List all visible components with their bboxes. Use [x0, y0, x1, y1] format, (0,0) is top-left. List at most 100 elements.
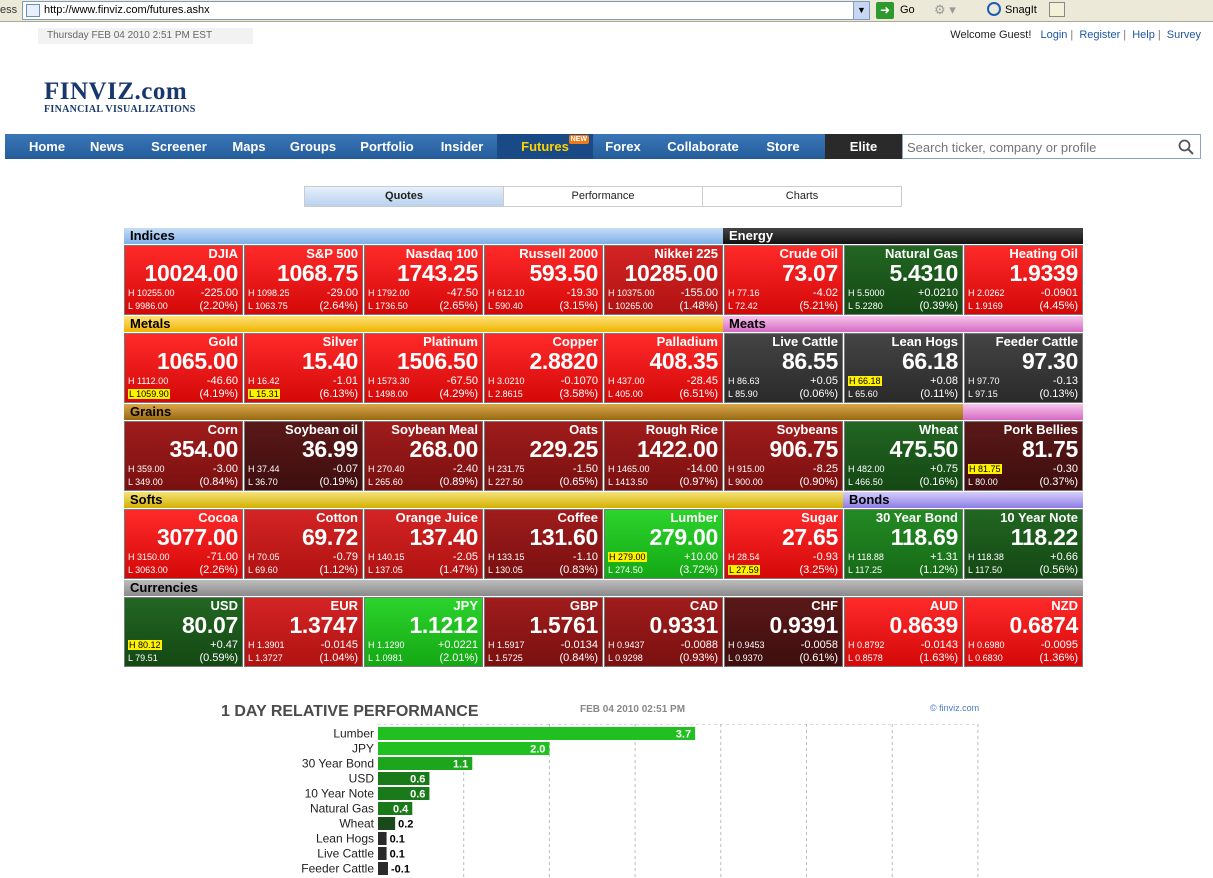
- search-icon[interactable]: [1178, 139, 1194, 155]
- tile-platinum[interactable]: Platinum 1506.50 H 1573.30 L 1498.00 -67.50(…: [364, 333, 483, 403]
- nav-screener[interactable]: Screener: [151, 139, 207, 154]
- snagit-capture-icon[interactable]: [1049, 2, 1065, 17]
- tile-palladium[interactable]: Palladium 408.35 H 437.00 L 405.00 -28.45 (6.…: [604, 333, 723, 403]
- tile-djia[interactable]: DJIA 10024.00 H 10255.00 L 9986.00 -225.00 (2…: [124, 245, 243, 315]
- tile-natural-gas[interactable]: Natural Gas 5.4310 H 5.5000 L 5.2280 +0.0210…: [844, 245, 963, 315]
- tile-cocoa[interactable]: Cocoa 3077.00 H 3150.00 L 3063.00 -71.00 (2.2…: [124, 509, 243, 579]
- nav-insider[interactable]: Insider: [440, 139, 484, 154]
- tile-change: -0.0145: [320, 639, 358, 651]
- tile-high: H 0.9437: [608, 640, 645, 650]
- tile-high: H 28.54: [728, 552, 760, 562]
- tile-chf[interactable]: CHF 0.9391 H 0.9453 L 0.9370 -0.0058 (0.61%): [724, 597, 843, 667]
- tile-high-value: H 5.5000: [848, 288, 885, 298]
- tile-high-value: H 1.3901: [248, 640, 285, 650]
- nav-store[interactable]: Store: [766, 139, 800, 154]
- nav-elite[interactable]: Elite: [825, 134, 902, 159]
- tile-low-value: L 97.15: [968, 389, 998, 399]
- tile-wheat[interactable]: Wheat 475.50 H 482.00 L 466.50 +0.75 (0.16%): [844, 421, 963, 491]
- tile-low: L 405.00: [608, 389, 643, 399]
- tile-russell-2000[interactable]: Russell 2000 593.50 H 612.10 L 590.40 -19.30…: [484, 245, 603, 315]
- snagit-button[interactable]: SnagIt: [987, 2, 1037, 16]
- tile-feeder-cattle[interactable]: Feeder Cattle 97.30 H 97.70 L 97.15 -0.13 (0.…: [964, 333, 1083, 403]
- tile-jpy[interactable]: JPY 1.1212 H 1.1290 L 1.0981 +0.0221 (2.01%): [364, 597, 483, 667]
- tile-sugar[interactable]: Sugar 27.65 H 28.54 L 27.59 -0.93 (3.25%): [724, 509, 843, 579]
- sector-header-bonds: Bonds: [843, 492, 1083, 508]
- tile-percent: (1.04%): [319, 652, 358, 664]
- login-link[interactable]: Login: [1040, 29, 1068, 41]
- tile-high-value: H 1.1290: [368, 640, 405, 650]
- tile-low: L 900.00: [728, 477, 763, 487]
- tile-coffee[interactable]: Coffee 131.60 H 133.15 L 130.05 -1.10 (0.83%): [484, 509, 603, 579]
- tile-live-cattle[interactable]: Live Cattle 86.55 H 86.63 L 85.90 +0.05 (0.06…: [724, 333, 843, 403]
- tile-name: USD: [210, 598, 238, 613]
- tile-high-value: H 80.12: [128, 640, 162, 650]
- search-input[interactable]: [907, 139, 1167, 155]
- tile-name: EUR: [330, 598, 358, 613]
- tile-nasdaq-100[interactable]: Nasdaq 100 1743.25 H 1792.00 L 1736.50 -47.5…: [364, 245, 483, 315]
- chart-brand[interactable]: © finviz.com: [930, 703, 980, 713]
- tile-percent: (0.89%): [439, 476, 478, 488]
- tile-low: L 3063.00: [128, 565, 168, 575]
- chevron-down-icon[interactable]: ▼: [853, 2, 869, 19]
- survey-link[interactable]: Survey: [1166, 29, 1201, 41]
- tile-high-value: H 482.00: [848, 464, 885, 474]
- toolbar-settings-icon[interactable]: ⚙ ▾: [934, 2, 956, 17]
- tile-low-value: L 117.25: [848, 565, 883, 575]
- tile-name: Lean Hogs: [891, 334, 958, 349]
- nav-futures-label: Futures: [521, 139, 569, 154]
- tile-heating-oil[interactable]: Heating Oil 1.9339 H 2.0262 L 1.9169 -0.0901…: [964, 245, 1083, 315]
- nav-portfolio[interactable]: Portfolio: [360, 139, 414, 154]
- tile-crude-oil[interactable]: Crude Oil 73.07 H 77.16 L 72.42 -4.02 (5.21%): [724, 245, 843, 315]
- help-link[interactable]: Help: [1132, 29, 1155, 41]
- tile-low: L 0.9298: [608, 653, 643, 663]
- tile-cad[interactable]: CAD 0.9331 H 0.9437 L 0.9298 -0.0088 (0.93%): [604, 597, 723, 667]
- tile-soybean-oil[interactable]: Soybean oil 36.99 H 37.44 L 36.70 -0.07 (0.19…: [244, 421, 363, 491]
- nav-futures[interactable]: Futures NEW: [497, 134, 593, 159]
- tile-high: H 10375.00: [608, 288, 655, 298]
- tile-pork-bellies[interactable]: Pork Bellies 81.75 H 81.75 L 80.00 -0.30 (0.3…: [964, 421, 1083, 491]
- tile-copper[interactable]: Copper 2.8820 H 3.0210 L 2.8615 -0.1070 (3.58…: [484, 333, 603, 403]
- tile-lumber[interactable]: Lumber 279.00 H 279.00 L 274.50 +10.00 (3.72%…: [604, 509, 723, 579]
- tile-soybean-meal[interactable]: Soybean Meal 268.00 H 270.40 L 265.60 -2.40(…: [364, 421, 483, 491]
- tile-gbp[interactable]: GBP 1.5761 H 1.5917 L 1.5725 -0.0134 (0.84%): [484, 597, 603, 667]
- tile-nikkei-225[interactable]: Nikkei 225 10285.00 H 10375.00 L 10265.00 -1…: [604, 245, 723, 315]
- tab-performance[interactable]: Performance: [504, 187, 703, 206]
- tile-rough-rice[interactable]: Rough Rice 1422.00 H 1465.00 L 1413.50 -14.0…: [604, 421, 723, 491]
- tile-low: L 1.0981: [368, 653, 403, 663]
- tile-nzd[interactable]: NZD 0.6874 H 0.6980 L 0.6830 -0.0095 (1.36%): [964, 597, 1083, 667]
- tile-30-year-bond[interactable]: 30 Year Bond 118.69 H 118.88 L 117.25 +1.31(…: [844, 509, 963, 579]
- search-box[interactable]: [902, 134, 1201, 159]
- tile-oats[interactable]: Oats 229.25 H 231.75 L 227.50 -1.50 (0.65%): [484, 421, 603, 491]
- tile-change: -1.01: [332, 375, 358, 387]
- register-link[interactable]: Register: [1079, 29, 1121, 41]
- nav-news[interactable]: News: [90, 139, 124, 154]
- tile-soybeans[interactable]: Soybeans 906.75 H 915.00 L 900.00 -8.25 (0.90…: [724, 421, 843, 491]
- tile-low-value: L 590.40: [488, 301, 523, 311]
- nav-forex[interactable]: Forex: [605, 139, 641, 154]
- logo[interactable]: FINVIZ.com FINANCIAL VISUALIZATIONS: [44, 78, 196, 115]
- go-button[interactable]: ➜ Go: [876, 2, 926, 20]
- tile-high: H 80.12: [128, 640, 162, 650]
- address-url[interactable]: http://www.finviz.com/futures.ashx: [44, 4, 210, 16]
- tile-aud[interactable]: AUD 0.8639 H 0.8792 L 0.8578 -0.0143 (1.63%): [844, 597, 963, 667]
- tile-s-p-500[interactable]: S&P 500 1068.75 H 1098.25 L 1063.75 -29.00 (2…: [244, 245, 363, 315]
- nav-home[interactable]: Home: [28, 139, 66, 154]
- tile-silver[interactable]: Silver 15.40 H 16.42 L 15.31 -1.01 (6.13%): [244, 333, 363, 403]
- tile-usd[interactable]: USD 80.07 H 80.12 L 79.51 +0.47 (0.59%): [124, 597, 243, 667]
- tile-corn[interactable]: Corn 354.00 H 359.00 L 349.00 -3.00 (0.84%): [124, 421, 243, 491]
- tile-cotton[interactable]: Cotton 69.72 H 70.05 L 69.60 -0.79 (1.12%): [244, 509, 363, 579]
- address-field[interactable]: http://www.finviz.com/futures.ashx ▼: [22, 1, 870, 20]
- tile-gold[interactable]: Gold 1065.00 H 1112.00 L 1059.90 -46.60 (4.19…: [124, 333, 243, 403]
- tab-quotes[interactable]: Quotes: [305, 187, 504, 206]
- tile-high: H 1.3901: [248, 640, 285, 650]
- tile-eur[interactable]: EUR 1.3747 H 1.3901 L 1.3727 -0.0145 (1.04%): [244, 597, 363, 667]
- relative-performance-chart: 1 DAY RELATIVE PERFORMANCE FEB 04 2010 0…: [220, 700, 990, 878]
- nav-maps[interactable]: Maps: [232, 139, 266, 154]
- tile-10-year-note[interactable]: 10 Year Note 118.22 H 118.38 L 117.50 +0.66(…: [964, 509, 1083, 579]
- tile-lean-hogs[interactable]: Lean Hogs 66.18 H 66.18 L 65.60 +0.08 (0.11%): [844, 333, 963, 403]
- nav-groups[interactable]: Groups: [289, 139, 337, 154]
- tile-orange-juice[interactable]: Orange Juice 137.40 H 140.15 L 137.05 -2.05(…: [364, 509, 483, 579]
- tab-charts[interactable]: Charts: [785, 190, 819, 202]
- nav-collaborate[interactable]: Collaborate: [667, 139, 739, 154]
